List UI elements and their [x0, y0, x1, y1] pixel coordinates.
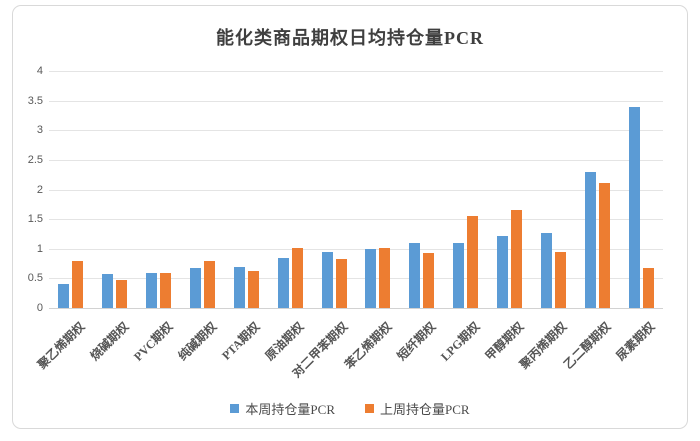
bar-this-week: [365, 248, 377, 308]
legend-label: 上周持仓量PCR: [380, 402, 470, 417]
bar-this-week: [453, 243, 465, 308]
bar-this-week: [233, 267, 245, 308]
legend-item: 本周持仓量PCR: [230, 399, 335, 418]
bar-last-week: [511, 210, 522, 308]
bar-this-week: [277, 257, 289, 308]
legend-swatch-icon: [230, 404, 240, 413]
gridline: [49, 189, 663, 191]
chart-title: 能化类商品期权日均持仓量PCR: [216, 28, 484, 48]
y-axis-tick-label: 2.5: [27, 153, 43, 166]
bar-last-week: [598, 182, 610, 308]
bar-last-week: [335, 258, 347, 308]
y-axis-tick-label: 3.5: [27, 94, 43, 107]
bar-this-week: [146, 273, 158, 308]
y-axis-tick-label: 2: [36, 183, 43, 196]
bar-this-week: [584, 171, 596, 308]
gridline: [49, 159, 663, 161]
bar-last-week: [554, 252, 566, 308]
gridline: [49, 308, 663, 309]
bar-last-week: [204, 261, 215, 308]
legend-label: 本周持仓量PCR: [245, 402, 335, 417]
bar-last-week: [116, 279, 128, 308]
bar-this-week: [321, 252, 333, 308]
legend: 本周持仓量PCR 上周持仓量PCR: [13, 399, 687, 418]
y-axis-tick-label: 3: [36, 124, 43, 137]
bar-this-week: [102, 273, 114, 308]
bar-this-week: [497, 235, 508, 308]
bar-last-week: [642, 268, 654, 308]
bar-last-week: [72, 260, 84, 308]
y-axis-tick-label: 1: [36, 242, 43, 255]
x-axis-category-label: 尿素期权: [613, 319, 658, 364]
bar-last-week: [247, 270, 259, 308]
gridline: [49, 130, 663, 132]
bar-this-week: [409, 243, 421, 308]
bar-last-week: [291, 247, 303, 308]
y-axis-tick-label: 0.5: [27, 272, 43, 285]
gridline: [49, 71, 663, 72]
gridline: [49, 248, 663, 250]
bar-this-week: [628, 106, 640, 308]
gridline: [49, 100, 663, 102]
bar-this-week: [540, 232, 552, 308]
y-axis-tick-label: 0: [36, 302, 43, 314]
bar-last-week: [423, 253, 435, 308]
y-axis-tick-label: 4: [36, 65, 43, 77]
bar-last-week: [160, 273, 172, 308]
gridline: [49, 219, 663, 221]
chart-frame: 能化类商品期权日均持仓量PCR 0 0.5 1 1.5 2 2.5 3 3.5 4 聚乙烯期权 烧碱…: [12, 5, 688, 429]
gridline: [49, 278, 663, 280]
bar-last-week: [467, 216, 479, 308]
y-axis-tick-label: 1.5: [27, 213, 43, 226]
bar-this-week: [58, 283, 70, 308]
bar-this-week: [190, 268, 201, 308]
legend-swatch-icon: [365, 404, 374, 413]
bar-last-week: [379, 247, 391, 308]
legend-item: 上周持仓量PCR: [365, 399, 470, 418]
